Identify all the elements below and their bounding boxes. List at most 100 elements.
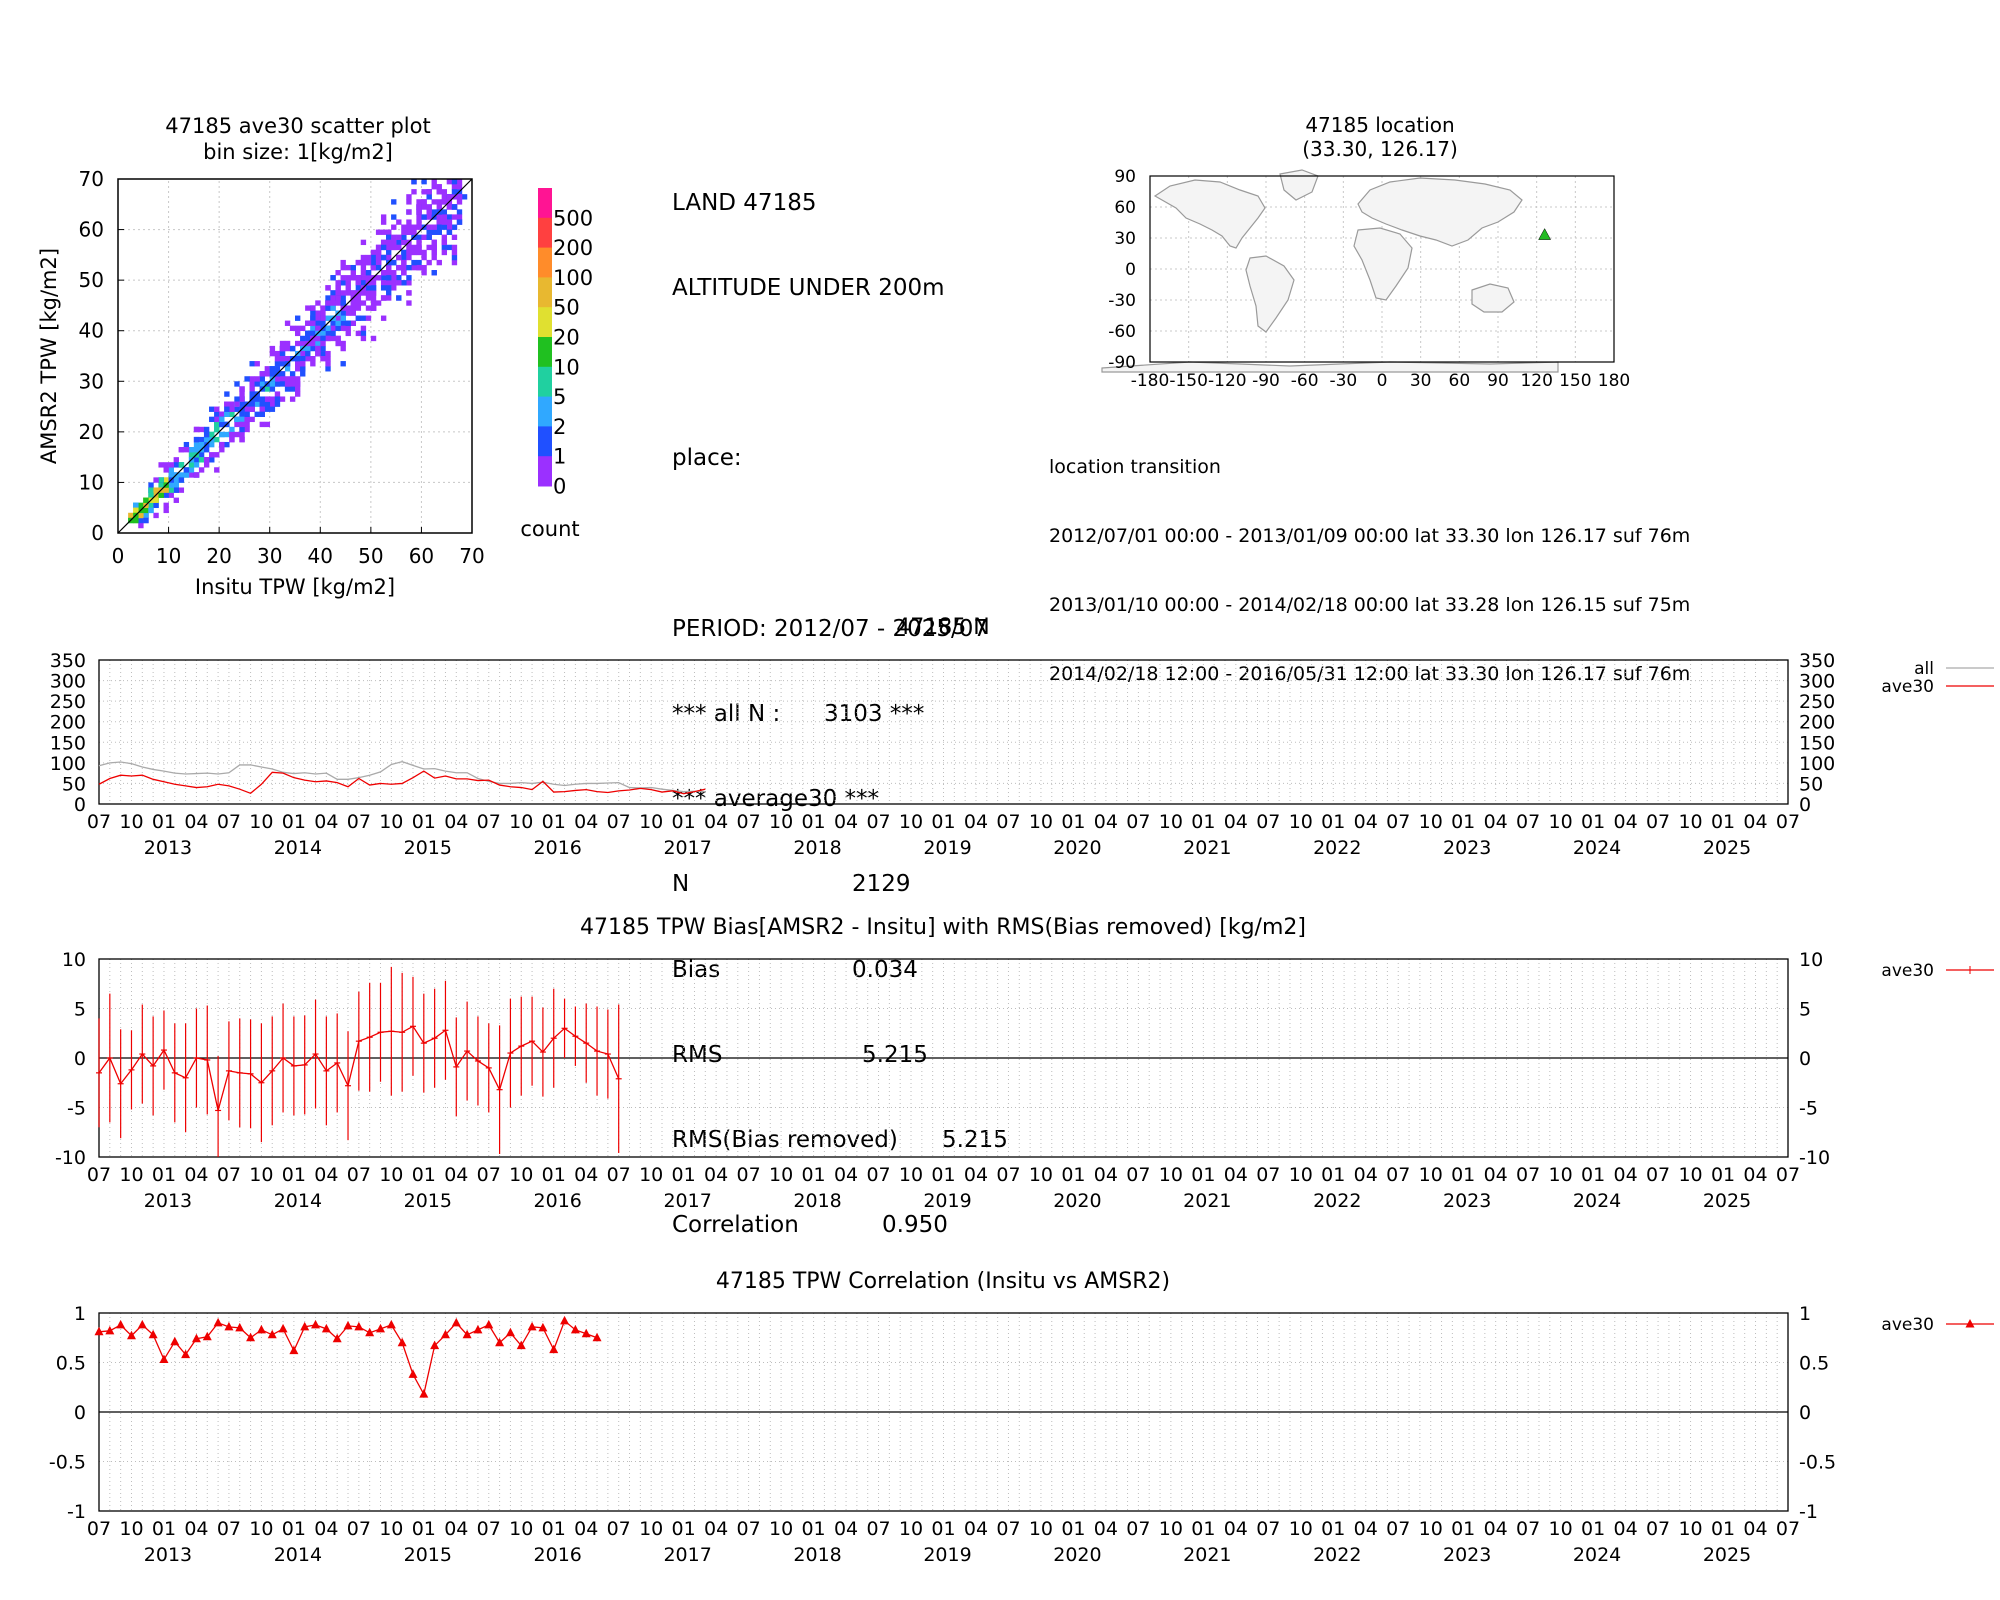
x-tick-label: 07	[217, 1164, 241, 1186]
x-tick-label: 10	[639, 1164, 663, 1186]
data-point	[126, 1330, 136, 1340]
x-tick-label: 07	[607, 811, 631, 833]
scatter-bin	[254, 381, 260, 387]
data-point	[549, 1344, 559, 1354]
data-point	[560, 1315, 570, 1325]
scatter-bin	[411, 244, 417, 251]
scatter-bin	[284, 340, 291, 347]
scatter-bin	[451, 224, 458, 230]
scatter-bin	[133, 517, 139, 524]
y-tick-label: 30	[79, 369, 104, 393]
x-tick-label: 04	[964, 1164, 988, 1186]
x-tick-label: 10	[639, 1518, 663, 1540]
scatter-bin	[406, 275, 412, 281]
series-line	[98, 760, 706, 793]
scatter-bin	[244, 421, 250, 428]
y-tick-label: 250	[50, 691, 86, 713]
x-tick-label: 10	[1678, 1164, 1702, 1186]
scatter-bin	[254, 396, 260, 402]
scatter-bin	[295, 361, 301, 367]
scatter-bin	[214, 406, 220, 412]
scatter-bin	[426, 234, 432, 240]
x-tick-label: 04	[574, 1518, 598, 1540]
year-label: 2024	[1573, 837, 1621, 859]
scatter-bin	[305, 320, 311, 326]
scatter-bin	[451, 189, 458, 195]
data-point	[386, 1319, 396, 1329]
scatter-bin	[183, 472, 190, 478]
scatter-bin	[239, 416, 245, 423]
scatter-bin	[224, 401, 230, 407]
scatter-bin	[441, 194, 448, 200]
scatter-bin	[411, 179, 417, 185]
scatter-bin	[198, 426, 205, 433]
legend-label: ave30	[1881, 961, 1934, 981]
scatter-bin	[310, 320, 316, 326]
scatter-bin	[325, 285, 331, 291]
scatter-bin	[188, 472, 195, 478]
scatter-bin	[401, 234, 407, 240]
scatter-bin	[350, 305, 356, 311]
scatter-xlabel: Insitu TPW [kg/m2]	[195, 575, 395, 599]
colorbar-tick-label: 10	[553, 355, 580, 379]
scatter-bin	[289, 396, 296, 402]
x-tick-label: 10	[1289, 1518, 1313, 1540]
x-tick-label: 07	[1256, 811, 1280, 833]
x-tick-label: 40	[308, 544, 333, 568]
year-label: 2016	[534, 837, 582, 859]
x-tick-label: 04	[1614, 1518, 1638, 1540]
x-tick-label: 01	[1061, 1518, 1085, 1540]
map-x-tick-label: -120	[1208, 371, 1247, 391]
colorbar-segment	[538, 188, 552, 219]
scatter-bin	[249, 376, 255, 382]
year-label: 2017	[663, 1544, 711, 1566]
scatter-bin	[178, 462, 185, 468]
y-tick-label-right: 0	[1799, 1048, 1811, 1070]
x-tick-label: 04	[1614, 1164, 1638, 1186]
scatter-bin	[264, 371, 271, 377]
scatter-bin	[441, 224, 448, 230]
x-tick-label: 04	[704, 811, 728, 833]
stats-station: LAND 47185	[672, 189, 817, 216]
scatter-bin	[148, 482, 154, 488]
scatter-bin	[335, 335, 341, 342]
scatter-bin	[183, 467, 190, 473]
data-point	[94, 1326, 104, 1336]
scatter-bin	[380, 280, 387, 286]
x-tick-label: 01	[1581, 1164, 1605, 1186]
scatter-bin	[259, 401, 265, 407]
scatter-bin	[315, 320, 321, 326]
scatter-bin	[249, 416, 255, 423]
scatter-bin	[173, 462, 179, 468]
scatter-bin	[168, 472, 174, 478]
scatter-bin	[365, 290, 372, 296]
x-tick-label: 01	[672, 811, 696, 833]
scatter-bin	[264, 401, 271, 407]
x-tick-label: 07	[1776, 1164, 1800, 1186]
scatter-bin	[305, 356, 311, 362]
scatter-bin	[340, 290, 346, 296]
stats-place: place:	[672, 445, 742, 472]
scatter-bin	[441, 209, 448, 215]
colorbar-tick-label: 500	[553, 206, 593, 230]
scatter-bin	[234, 431, 240, 438]
stats-all-n-value: 3103 ***	[824, 701, 925, 728]
stats-corr-label: Correlation	[672, 1212, 799, 1239]
scatter-bin	[168, 482, 174, 488]
plot-frame	[98, 1312, 1789, 1512]
data-point	[224, 1321, 234, 1331]
x-tick-label: 10	[1159, 1518, 1183, 1540]
data-point	[451, 1317, 461, 1327]
data-point	[116, 1319, 126, 1329]
scatter-bin	[340, 280, 346, 286]
x-tick-label: 01	[801, 1164, 825, 1186]
scatter-bin	[330, 290, 336, 296]
scatter-bin	[203, 457, 210, 463]
scatter-bin	[441, 244, 448, 251]
scatter-bin	[355, 330, 362, 337]
scatter-bin	[219, 431, 225, 438]
x-tick-label: 07	[996, 811, 1020, 833]
scatter-bin	[416, 259, 422, 266]
scatter-bin	[264, 396, 271, 402]
x-tick-label: 07	[87, 1518, 111, 1540]
